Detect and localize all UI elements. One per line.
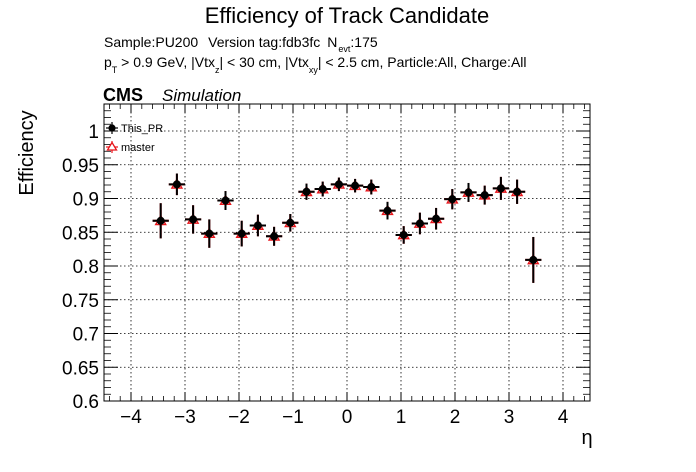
x-tick-label: −4 [120,407,142,428]
data-point [347,178,364,193]
x-tick-label: 0 [342,407,353,428]
point-marker [205,229,214,238]
point-marker [334,180,343,189]
x-tick-label: 3 [504,407,515,428]
point-marker [513,187,522,196]
pt-subscript: T [112,65,118,75]
point-marker [529,255,538,264]
data-point [509,179,526,204]
y-tick-label: 0.9 [73,190,99,211]
data-point [363,179,380,195]
data-point [233,220,250,247]
point-marker [318,185,327,194]
point-marker [367,183,376,192]
data-point [282,214,299,232]
data-point [330,177,347,192]
data-point [525,236,542,283]
point-marker [448,195,457,204]
legend-marker-this-pr [108,124,116,132]
sample-label: Sample:PU200 [104,34,198,50]
vtxz-subscript: z [215,65,220,75]
legend: This_PR master [106,122,163,154]
data-point [152,203,169,239]
data-point [428,207,445,230]
point-marker [237,229,246,238]
y-tick-label: 0.6 [73,392,99,413]
legend-label-master: master [121,142,155,154]
vtxxy-cut-text: | < 2.5 cm, Particle:All, Charge:All [318,54,527,70]
point-marker [351,181,360,190]
x-tick-label: −2 [228,407,250,428]
y-tick-label: 1 [88,122,99,143]
pt-label: p [104,54,112,70]
point-marker [189,215,198,224]
y-tick-label: 0.65 [62,358,99,379]
point-marker [156,216,165,225]
data-point [476,185,493,205]
point-marker [383,206,392,215]
nevt-value: :175 [350,34,377,50]
point-marker [221,196,230,205]
x-axis-label: η [581,427,592,449]
data-point [460,182,477,202]
point-marker [302,187,311,196]
data-point [444,189,461,210]
series-this-pr [152,173,542,283]
cms-label: CMS [103,85,143,105]
tick-labels: −4 −3 −2 −1 0 1 2 3 4 0.6 0.65 0.7 0.75 0.8 0.85 0.9 0.9… [62,122,569,428]
point-marker [253,221,262,230]
data-point [168,173,185,196]
data-point [379,201,396,220]
y-tick-label: 0.7 [73,325,99,346]
x-tick-label: 4 [558,407,569,428]
selection-cuts-line: pT > 0.9 GeV, |Vtxz| < 30 cm, |Vtxxy| < … [104,54,527,75]
data-point [314,181,331,197]
y-axis-label: Efficiency [16,110,38,195]
point-marker [496,184,505,193]
point-marker [415,219,424,228]
data-point [492,176,509,200]
pt-cut-text: > 0.9 GeV, |Vtx [117,54,215,70]
data-point [266,226,283,246]
y-tick-label: 0.85 [62,223,99,244]
vtxxy-subscript: xy [309,65,319,75]
legend-label-this-pr: This_PR [121,123,163,135]
chart-title: Efficiency of Track Candidate [205,3,490,28]
legend-entry-this-pr: This_PR [106,122,163,135]
axis-ticks [104,103,590,402]
vtxz-cut-text: | < 30 cm, |Vtx [219,54,308,70]
point-marker [286,218,295,227]
data-point [217,191,234,210]
legend-marker-master [106,141,118,151]
y-tick-label: 0.8 [73,257,99,278]
data-points [152,173,542,283]
x-tick-label: 2 [450,407,461,428]
data-point [411,212,428,235]
point-marker [172,180,181,189]
x-tick-label: 1 [396,407,407,428]
data-point [249,214,266,237]
data-point [201,219,218,248]
sample-info-line: Sample:PU200 Version tag:fdb3fc Nevt:175 [104,34,378,54]
point-marker [270,232,279,241]
y-tick-label: 0.75 [62,291,99,312]
version-tag: Version tag:fdb3fc [208,34,320,50]
data-point [395,226,412,244]
point-marker [480,191,489,200]
point-marker [399,230,408,239]
y-tick-label: 0.95 [62,156,99,177]
nevt-label: N [327,34,337,50]
x-tick-label: −3 [174,407,196,428]
data-point [185,205,202,234]
point-marker [432,214,441,223]
simulation-label: Simulation [162,86,241,105]
x-tick-label: −1 [282,407,304,428]
point-marker [464,188,473,197]
legend-entry-master: master [106,141,155,154]
nevt-subscript: evt [338,44,351,54]
data-point [298,183,315,200]
